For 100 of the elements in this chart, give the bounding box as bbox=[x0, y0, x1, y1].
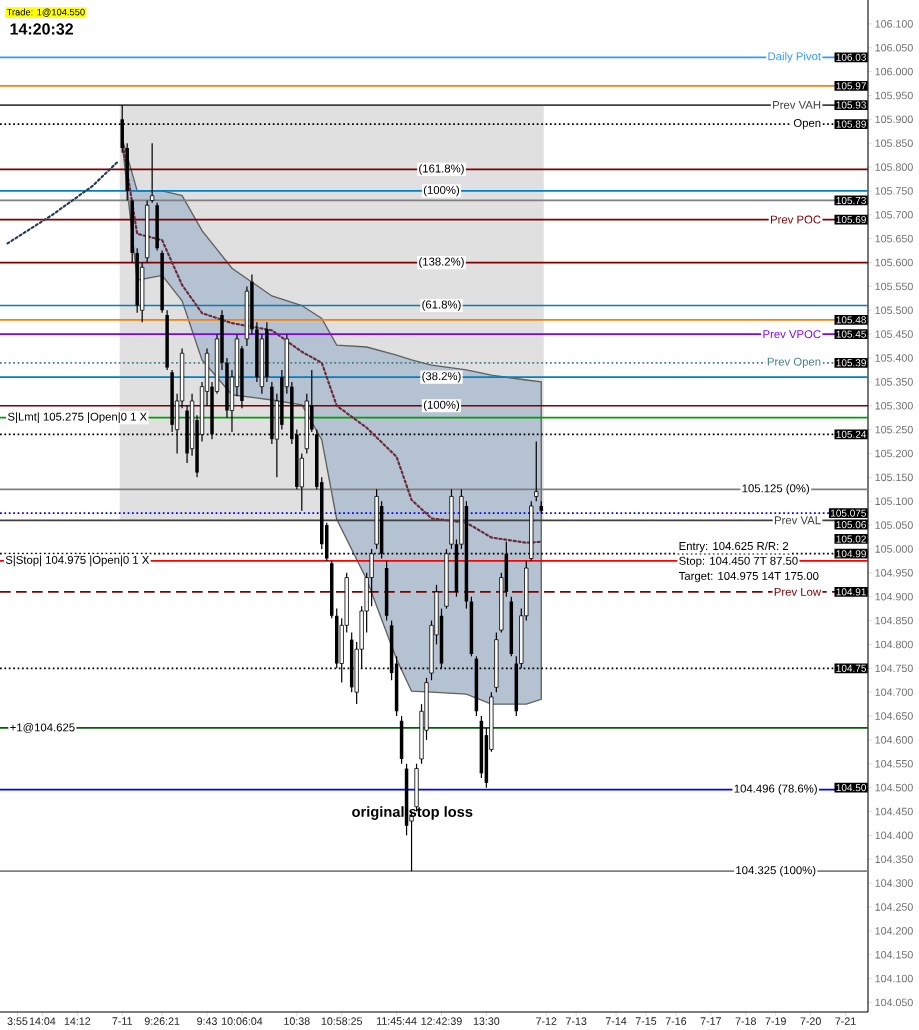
x-tick-label: 14:04 bbox=[29, 1017, 56, 1025]
ref-line-label: Daily Pivot bbox=[768, 51, 821, 63]
annotation: 105.06 bbox=[836, 521, 866, 529]
y-tick-label: 105.350 bbox=[875, 378, 913, 386]
y-tick-label: 105.400 bbox=[875, 354, 913, 362]
annotation: 105.73 bbox=[836, 196, 866, 205]
y-tick-label: 104.100 bbox=[875, 974, 913, 983]
x-tick-label: 14:12 bbox=[64, 1017, 91, 1025]
annotation: (38.2%) bbox=[422, 371, 461, 383]
y-tick-label: 105.450 bbox=[875, 330, 913, 338]
y-tick-label: 106.100 bbox=[875, 20, 913, 28]
ref-line-label: Prev VPOC bbox=[763, 330, 821, 339]
annotation: 105.93 bbox=[836, 101, 866, 109]
line-series bbox=[6, 161, 119, 245]
annotation: 14:20:32 bbox=[10, 23, 73, 35]
annotation: 104.496 (78.6%) bbox=[734, 784, 817, 795]
annotation: 104.91 bbox=[836, 588, 866, 596]
x-tick-label: 7-11 bbox=[112, 1017, 132, 1025]
y-tick-label: 104.700 bbox=[875, 688, 913, 696]
y-tick-label: 105.950 bbox=[875, 91, 913, 100]
y-tick-label: 104.950 bbox=[875, 569, 913, 577]
y-tick-label: 105.300 bbox=[875, 401, 913, 410]
annotation: S|Lmt| 105.275 |Open|0 1 X bbox=[8, 412, 147, 423]
y-tick-label: 105.800 bbox=[875, 163, 913, 171]
y-tick-label: 104.500 bbox=[875, 783, 913, 792]
y-tick-label: 104.550 bbox=[875, 759, 913, 768]
y-tick-label: 105.700 bbox=[875, 211, 913, 219]
annotation: 105.48 bbox=[836, 316, 866, 324]
ref-line-label: Prev VAH bbox=[773, 101, 821, 109]
annotation: 105.69 bbox=[836, 216, 866, 224]
y-tick-label: 104.600 bbox=[875, 736, 913, 744]
y-tick-label: 104.900 bbox=[875, 592, 913, 601]
candlestick bbox=[534, 440, 539, 502]
y-tick-label: 105.200 bbox=[875, 449, 913, 458]
y-tick-label: 104.800 bbox=[875, 640, 913, 649]
annotation: Entry: 104.625 R/R: 2 bbox=[679, 541, 789, 553]
annotation: 104.50 bbox=[836, 784, 866, 792]
y-tick-label: 105.850 bbox=[875, 139, 913, 147]
y-tick-label: 105.600 bbox=[875, 258, 913, 267]
annotation: 105.125 (0%) bbox=[742, 484, 810, 495]
x-tick-label: 7-15 bbox=[635, 1017, 657, 1025]
y-tick-label: 105.750 bbox=[875, 187, 913, 195]
x-tick-label: 11:45:44 bbox=[377, 1017, 417, 1025]
y-tick-label: 104.750 bbox=[875, 664, 913, 673]
x-tick-label: 9:26:21 bbox=[144, 1017, 180, 1025]
ref-line-label: Prev Low bbox=[774, 587, 822, 596]
y-tick-label: 105.900 bbox=[875, 115, 913, 124]
y-tick-label: 104.400 bbox=[875, 831, 913, 840]
y-tick-label: 104.850 bbox=[875, 616, 913, 625]
x-tick-label: 10:38 bbox=[284, 1017, 310, 1025]
annotation: (100%) bbox=[423, 400, 460, 412]
y-tick-label: 104.450 bbox=[875, 807, 913, 816]
y-tick-label: 105.550 bbox=[875, 282, 913, 291]
y-tick-label: 105.500 bbox=[875, 306, 913, 315]
y-tick-label: 105.250 bbox=[875, 425, 913, 434]
y-tick-label: 104.150 bbox=[875, 950, 913, 959]
x-tick-label: 7-16 bbox=[665, 1017, 687, 1025]
y-tick-label: 104.650 bbox=[875, 712, 913, 720]
x-tick-label: 7-17 bbox=[700, 1017, 721, 1025]
ref-line-label: Prev Open bbox=[767, 357, 821, 368]
x-tick-label: 3:55 bbox=[7, 1017, 28, 1025]
x-tick-label: 7-19 bbox=[765, 1017, 786, 1025]
x-tick-label: 7-21 bbox=[835, 1017, 856, 1025]
x-tick-label: 9:43 bbox=[197, 1017, 217, 1025]
candlestick bbox=[150, 142, 155, 204]
y-tick-label: 104.200 bbox=[875, 927, 913, 935]
annotation: (161.8%) bbox=[419, 164, 464, 175]
x-tick-label: 7-20 bbox=[800, 1017, 821, 1025]
annotation: (138.2%) bbox=[419, 257, 464, 268]
x-tick-label: 7-14 bbox=[605, 1017, 627, 1025]
annotation: (100%) bbox=[423, 185, 460, 197]
annotation: 105.02 bbox=[836, 535, 866, 543]
y-tick-label: 105.650 bbox=[875, 234, 913, 243]
annotation: 104.99 bbox=[836, 550, 866, 558]
x-tick-label: 10:06:04 bbox=[222, 1017, 263, 1025]
x-tick-label: 7-12 bbox=[536, 1017, 557, 1025]
y-tick-label: 104.250 bbox=[875, 903, 913, 911]
annotation: Stop: 104.450 7T 87.50 bbox=[679, 556, 798, 568]
annotation: S|Stop| 104.975 |Open|0 1 X bbox=[5, 555, 150, 567]
annotation: +1@104.625 bbox=[10, 723, 75, 733]
annotation: 104.325 (100%) bbox=[736, 865, 816, 877]
x-tick-label: 12:42:39 bbox=[421, 1017, 462, 1025]
annotation: 105.45 bbox=[836, 330, 866, 338]
annotation: Trade: 1@104.550 bbox=[6, 8, 85, 17]
annotation: Target: 104.975 14T 175.00 bbox=[678, 571, 819, 583]
ref-line-label: Open bbox=[793, 118, 821, 130]
annotation: 105.075 bbox=[831, 509, 866, 517]
y-tick-label: 106.000 bbox=[875, 67, 913, 76]
annotation: original stop loss bbox=[352, 806, 473, 820]
y-tick-label: 104.350 bbox=[875, 855, 913, 864]
y-tick-label: 105.150 bbox=[875, 473, 913, 482]
y-tick-label: 105.100 bbox=[875, 497, 913, 505]
annotation: 106.03 bbox=[836, 53, 866, 61]
annotation: 104.75 bbox=[836, 664, 866, 672]
annotation: 105.89 bbox=[836, 120, 866, 128]
annotation: 105.24 bbox=[836, 430, 867, 438]
annotation: (61.8%) bbox=[422, 300, 461, 311]
y-tick-label: 106.050 bbox=[875, 43, 913, 52]
y-tick-label: 105.050 bbox=[875, 521, 913, 529]
y-tick-label: 104.050 bbox=[875, 998, 913, 1007]
